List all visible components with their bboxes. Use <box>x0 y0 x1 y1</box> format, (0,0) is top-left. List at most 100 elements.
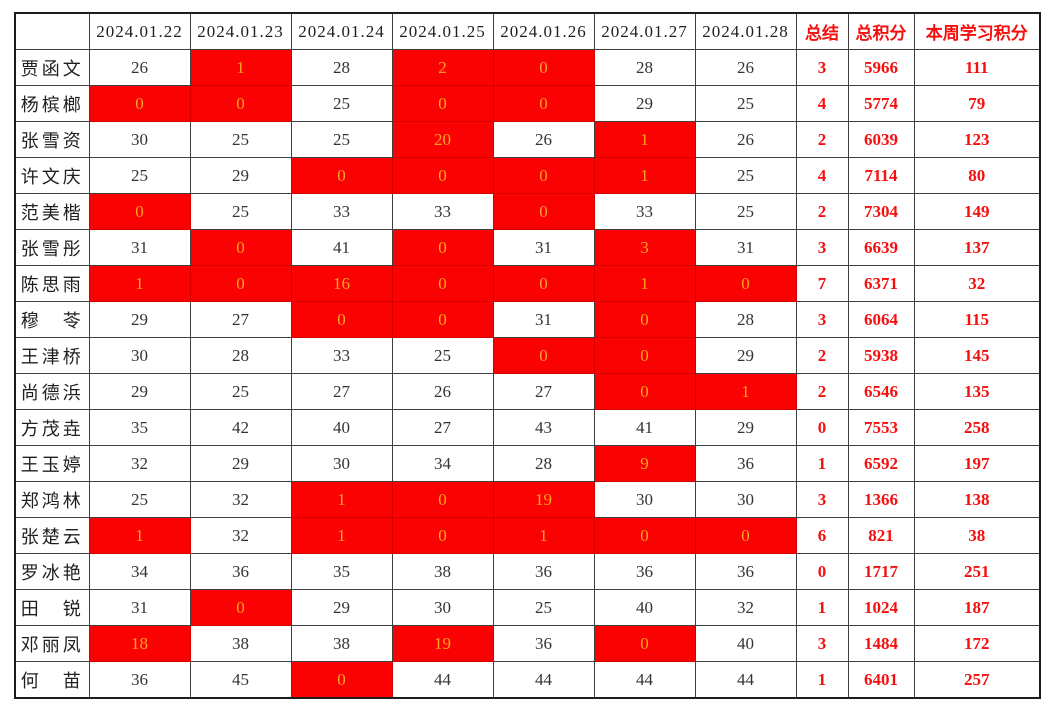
summary-cell[interactable]: 7 <box>795 265 849 302</box>
score-cell[interactable]: 29 <box>88 373 191 410</box>
summary-cell[interactable]: 3 <box>795 481 849 518</box>
date-header[interactable]: 2024.01.23 <box>189 12 292 50</box>
summary-cell[interactable]: 2 <box>795 337 849 374</box>
week-cell[interactable]: 172 <box>913 625 1041 662</box>
score-cell-highlighted[interactable]: 0 <box>492 265 595 302</box>
student-name-cell[interactable]: 罗冰艳 <box>14 553 90 590</box>
total-header[interactable]: 总积分 <box>847 12 915 50</box>
score-cell[interactable]: 33 <box>290 337 393 374</box>
score-cell[interactable]: 40 <box>694 625 797 662</box>
score-cell[interactable]: 29 <box>189 445 292 482</box>
total-cell[interactable]: 1366 <box>847 481 915 518</box>
score-cell-highlighted[interactable]: 0 <box>593 373 696 410</box>
summary-cell[interactable]: 6 <box>795 517 849 554</box>
week-cell[interactable]: 38 <box>913 517 1041 554</box>
score-cell[interactable]: 36 <box>593 553 696 590</box>
score-cell[interactable]: 32 <box>88 445 191 482</box>
week-cell[interactable]: 135 <box>913 373 1041 410</box>
total-cell[interactable]: 7553 <box>847 409 915 446</box>
score-cell-highlighted[interactable]: 0 <box>391 301 494 338</box>
score-cell[interactable]: 31 <box>492 301 595 338</box>
score-cell[interactable]: 30 <box>88 121 191 158</box>
score-cell-highlighted[interactable]: 0 <box>593 337 696 374</box>
score-cell[interactable]: 27 <box>189 301 292 338</box>
score-cell[interactable]: 31 <box>88 589 191 626</box>
score-cell-highlighted[interactable]: 2 <box>391 49 494 86</box>
student-name-cell[interactable]: 方茂垚 <box>14 409 90 446</box>
student-name-cell[interactable]: 张楚云 <box>14 517 90 554</box>
score-cell-highlighted[interactable]: 0 <box>391 157 494 194</box>
score-cell[interactable]: 25 <box>290 121 393 158</box>
score-cell[interactable]: 32 <box>694 589 797 626</box>
total-cell[interactable]: 1484 <box>847 625 915 662</box>
score-cell-highlighted[interactable]: 1 <box>189 49 292 86</box>
score-cell[interactable]: 30 <box>694 481 797 518</box>
score-cell[interactable]: 40 <box>593 589 696 626</box>
student-name-cell[interactable]: 范美楷 <box>14 193 90 230</box>
score-cell[interactable]: 25 <box>694 157 797 194</box>
week-cell[interactable]: 257 <box>913 661 1041 699</box>
score-cell[interactable]: 25 <box>694 193 797 230</box>
score-cell[interactable]: 38 <box>290 625 393 662</box>
summary-cell[interactable]: 1 <box>795 589 849 626</box>
score-cell-highlighted[interactable]: 16 <box>290 265 393 302</box>
score-cell-highlighted[interactable]: 0 <box>391 265 494 302</box>
summary-cell[interactable]: 1 <box>795 661 849 699</box>
score-cell-highlighted[interactable]: 1 <box>694 373 797 410</box>
score-cell-highlighted[interactable]: 9 <box>593 445 696 482</box>
summary-cell[interactable]: 4 <box>795 85 849 122</box>
week-cell[interactable]: 187 <box>913 589 1041 626</box>
week-cell[interactable]: 115 <box>913 301 1041 338</box>
student-name-cell[interactable]: 张雪资 <box>14 121 90 158</box>
score-cell[interactable]: 38 <box>189 625 292 662</box>
score-cell[interactable]: 25 <box>189 373 292 410</box>
total-cell[interactable]: 5966 <box>847 49 915 86</box>
score-cell[interactable]: 25 <box>391 337 494 374</box>
score-cell-highlighted[interactable]: 0 <box>593 301 696 338</box>
week-cell[interactable]: 123 <box>913 121 1041 158</box>
week-cell[interactable]: 197 <box>913 445 1041 482</box>
student-name-cell[interactable]: 贾函文 <box>14 49 90 86</box>
week-cell[interactable]: 111 <box>913 49 1041 86</box>
score-cell[interactable]: 36 <box>694 445 797 482</box>
score-cell[interactable]: 25 <box>88 157 191 194</box>
score-cell-highlighted[interactable]: 19 <box>492 481 595 518</box>
score-cell-highlighted[interactable]: 0 <box>290 661 393 699</box>
score-cell[interactable]: 32 <box>189 517 292 554</box>
score-cell[interactable]: 43 <box>492 409 595 446</box>
student-name-cell[interactable]: 张雪彤 <box>14 229 90 266</box>
date-header[interactable]: 2024.01.24 <box>290 12 393 50</box>
score-cell[interactable]: 44 <box>391 661 494 699</box>
week-cell[interactable]: 79 <box>913 85 1041 122</box>
score-cell[interactable]: 26 <box>694 49 797 86</box>
score-cell[interactable]: 30 <box>290 445 393 482</box>
summary-cell[interactable]: 2 <box>795 121 849 158</box>
score-cell-highlighted[interactable]: 0 <box>492 157 595 194</box>
score-cell[interactable]: 29 <box>593 85 696 122</box>
score-cell[interactable]: 28 <box>492 445 595 482</box>
score-cell[interactable]: 26 <box>492 121 595 158</box>
score-cell-highlighted[interactable]: 0 <box>189 589 292 626</box>
score-cell-highlighted[interactable]: 0 <box>391 517 494 554</box>
student-name-cell[interactable]: 王玉婷 <box>14 445 90 482</box>
score-cell-highlighted[interactable]: 0 <box>189 229 292 266</box>
date-header[interactable]: 2024.01.25 <box>391 12 494 50</box>
summary-cell[interactable]: 3 <box>795 229 849 266</box>
total-cell[interactable]: 6592 <box>847 445 915 482</box>
score-cell[interactable]: 27 <box>290 373 393 410</box>
week-cell[interactable]: 32 <box>913 265 1041 302</box>
student-name-cell[interactable]: 尚德浜 <box>14 373 90 410</box>
week-header[interactable]: 本周学习积分 <box>913 12 1041 50</box>
score-cell-highlighted[interactable]: 0 <box>593 625 696 662</box>
score-cell[interactable]: 29 <box>88 301 191 338</box>
score-cell[interactable]: 44 <box>694 661 797 699</box>
score-cell[interactable]: 44 <box>593 661 696 699</box>
summary-cell[interactable]: 0 <box>795 409 849 446</box>
week-cell[interactable]: 149 <box>913 193 1041 230</box>
score-cell[interactable]: 32 <box>189 481 292 518</box>
total-cell[interactable]: 5938 <box>847 337 915 374</box>
total-cell[interactable]: 7114 <box>847 157 915 194</box>
score-cell[interactable]: 33 <box>391 193 494 230</box>
score-cell[interactable]: 40 <box>290 409 393 446</box>
summary-header[interactable]: 总结 <box>795 12 849 50</box>
